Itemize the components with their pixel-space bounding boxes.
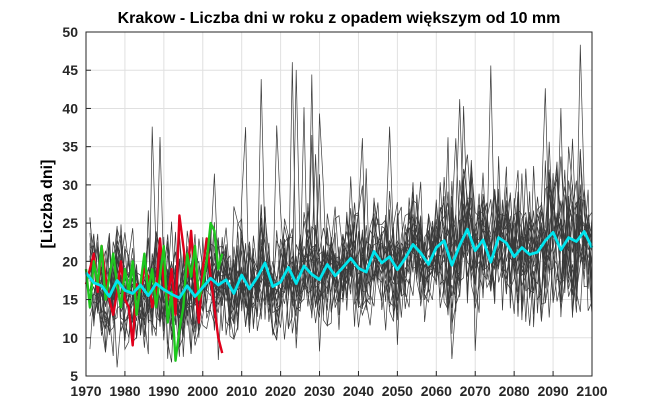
x-tick-label: 1970 (70, 383, 101, 399)
x-tick-label: 2000 (187, 383, 218, 399)
x-tick-label: 2030 (304, 383, 335, 399)
y-axis-label: [Liczba dni] (39, 160, 56, 249)
x-tick-label: 2040 (343, 383, 374, 399)
ensemble-mean-line (84, 227, 594, 300)
y-tick-label: 5 (70, 368, 78, 384)
series-lines (84, 214, 594, 362)
ensemble-member-line (89, 108, 593, 359)
y-tick-label: 30 (62, 177, 78, 193)
plot-frame (85, 31, 593, 377)
y-tick-label: 40 (62, 100, 78, 116)
y-axis-ticks: 5 10 15 20 25 30 35 40 45 50 (62, 24, 91, 384)
y-tick-label: 50 (62, 24, 78, 40)
x-tick-label: 2050 (382, 383, 413, 399)
x-tick-label: 2090 (537, 383, 568, 399)
y-tick-label: 25 (62, 215, 78, 231)
x-tick-label: 2060 (421, 383, 452, 399)
x-axis-ticks: 1970 1980 1990 2000 2010 2020 2030 2040 2050 2060… (70, 371, 608, 399)
chart-title: Krakow - Liczba dni w roku z opadem więk… (118, 10, 561, 27)
y-tick-label: 10 (62, 330, 78, 346)
x-tick-label: 2100 (576, 383, 607, 399)
x-tick-label: 2070 (460, 383, 491, 399)
y-tick-label: 15 (62, 292, 78, 308)
y-tick-label: 45 (62, 62, 78, 78)
y-tick-label: 20 (62, 253, 78, 269)
x-tick-label: 1990 (148, 383, 179, 399)
ensemble-member-line (89, 126, 593, 336)
x-tick-label: 2010 (226, 383, 257, 399)
x-tick-label: 1980 (109, 383, 140, 399)
x-tick-label: 2080 (499, 383, 530, 399)
x-tick-label: 2020 (265, 383, 296, 399)
y-tick-label: 35 (62, 139, 78, 155)
